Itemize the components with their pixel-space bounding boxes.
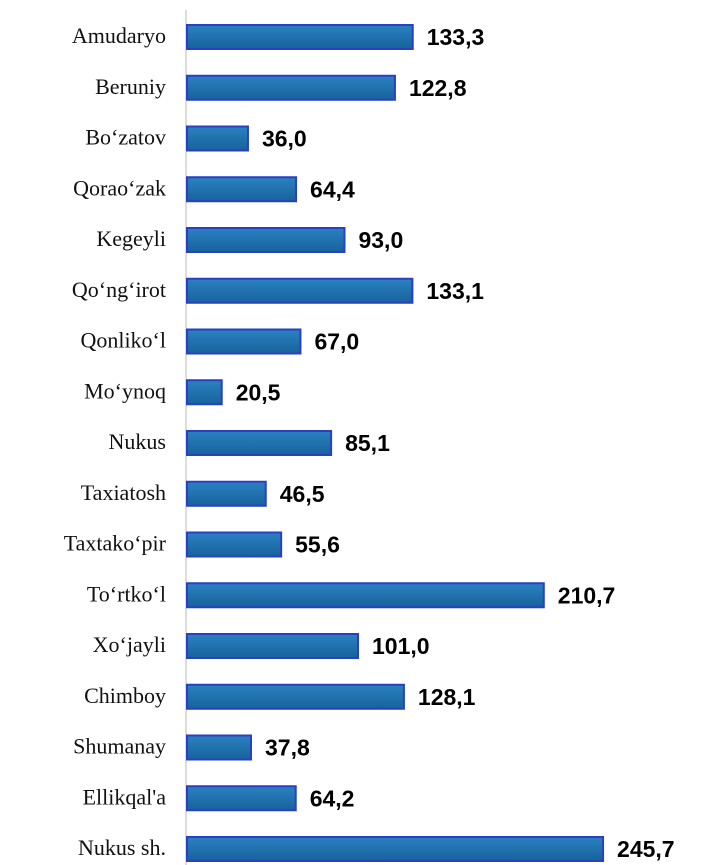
bar	[186, 785, 297, 812]
value-label: 122,8	[409, 75, 467, 101]
value-label: 133,3	[427, 24, 485, 50]
bar	[186, 633, 360, 659]
bar	[186, 531, 283, 558]
value-label: 67,0	[314, 329, 359, 355]
bar	[186, 125, 249, 152]
category-label: Kegeyli	[96, 226, 166, 251]
category-label: Qonliko‘l	[80, 328, 166, 353]
category-label: Bo‘zatov	[85, 125, 166, 150]
category-label: Qorao‘zak	[73, 175, 166, 200]
value-label: 93,0	[358, 227, 403, 253]
value-label: 245,7	[617, 836, 675, 862]
value-label: 36,0	[262, 126, 307, 152]
bar	[186, 328, 302, 355]
category-label: Nukus	[109, 429, 166, 454]
bar	[186, 176, 298, 203]
bar	[186, 734, 253, 761]
bar	[186, 24, 414, 50]
category-label: Ellikqal'a	[83, 784, 167, 809]
bar	[186, 430, 333, 456]
category-label: Beruniy	[95, 74, 166, 99]
bar	[186, 683, 405, 710]
category-label: Nukus sh.	[78, 835, 166, 860]
value-label: 128,1	[418, 684, 476, 710]
value-label: 85,1	[345, 430, 390, 456]
bar	[186, 836, 605, 862]
category-label: Mo‘ynoq	[84, 378, 166, 403]
value-label: 64,2	[310, 785, 355, 811]
category-label: To‘rtko‘l	[87, 581, 166, 606]
category-label: Qo‘ng‘irot	[72, 277, 166, 302]
value-label: 20,5	[236, 379, 281, 405]
value-label: 46,5	[280, 481, 325, 507]
value-label: 210,7	[558, 582, 616, 608]
value-label: 64,4	[310, 176, 355, 202]
category-label: Amudaryo	[72, 23, 166, 48]
category-label: Shumanay	[73, 734, 166, 759]
bar	[186, 480, 267, 507]
bar	[186, 227, 346, 253]
value-label: 37,8	[265, 735, 310, 761]
category-label: Xo‘jayli	[93, 632, 166, 657]
category-label: Taxtako‘pir	[64, 531, 167, 556]
value-label: 133,1	[426, 278, 484, 304]
category-label: Taxiatosh	[81, 480, 166, 505]
value-label: 101,0	[372, 633, 430, 659]
category-label: Chimboy	[84, 683, 166, 708]
bar	[186, 277, 414, 304]
value-label: 55,6	[295, 532, 340, 558]
bar	[186, 74, 396, 101]
bar	[186, 582, 545, 609]
bar	[186, 379, 223, 406]
